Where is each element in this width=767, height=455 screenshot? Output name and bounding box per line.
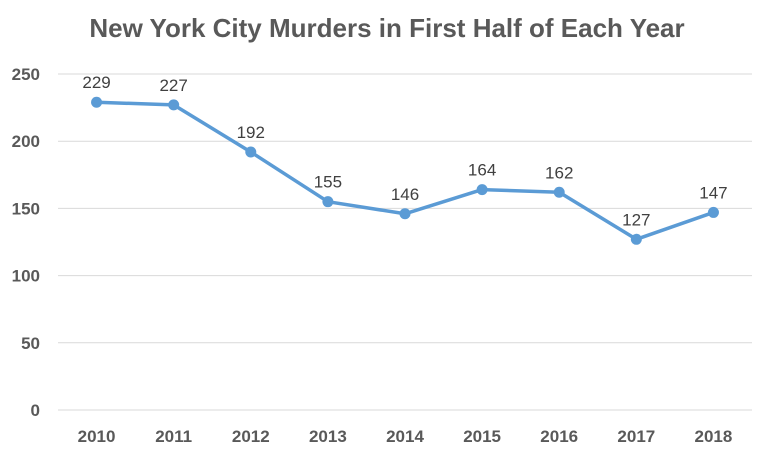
- data-point: [245, 146, 257, 158]
- data-point: [399, 208, 411, 220]
- data-point: [476, 184, 488, 196]
- x-tick-label: 2012: [232, 427, 270, 446]
- data-point: [553, 186, 565, 198]
- y-tick-label: 150: [12, 199, 40, 218]
- x-tick-label: 2015: [463, 427, 501, 446]
- y-tick-label: 50: [21, 334, 40, 353]
- data-label: 162: [545, 163, 573, 182]
- data-label: 227: [159, 76, 187, 95]
- data-labels: 229 227 192 155 146 164 162 127 147: [82, 73, 727, 229]
- y-tick-label: 250: [12, 65, 40, 84]
- x-tick-label: 2010: [78, 427, 116, 446]
- data-label: 146: [391, 185, 419, 204]
- data-point: [168, 99, 180, 111]
- data-point: [91, 96, 103, 108]
- x-tick-label: 2017: [617, 427, 655, 446]
- x-tick-label: 2014: [386, 427, 424, 446]
- data-point: [322, 196, 334, 208]
- x-tick-label: 2011: [155, 427, 192, 446]
- y-tick-label: 0: [31, 401, 40, 420]
- data-label: 229: [82, 73, 110, 92]
- data-label: 155: [314, 173, 342, 192]
- x-axis-ticks: 2010 2011 2012 2013 2014 2015 2016 2017 2018: [78, 427, 733, 446]
- y-tick-label: 200: [12, 132, 40, 151]
- data-label: 164: [468, 161, 496, 180]
- data-label: 192: [237, 123, 265, 142]
- data-label: 147: [699, 183, 727, 202]
- gridlines: [58, 73, 752, 411]
- y-tick-label: 100: [12, 267, 40, 286]
- data-point: [707, 206, 719, 218]
- x-tick-label: 2018: [695, 427, 733, 446]
- chart-title: New York City Murders in First Half of E…: [89, 13, 684, 43]
- x-tick-label: 2016: [540, 427, 578, 446]
- data-point: [630, 233, 642, 245]
- data-points: [91, 96, 719, 245]
- data-label: 127: [622, 210, 650, 229]
- y-axis-ticks: 0 50 100 150 200 250: [12, 65, 40, 420]
- x-tick-label: 2013: [309, 427, 347, 446]
